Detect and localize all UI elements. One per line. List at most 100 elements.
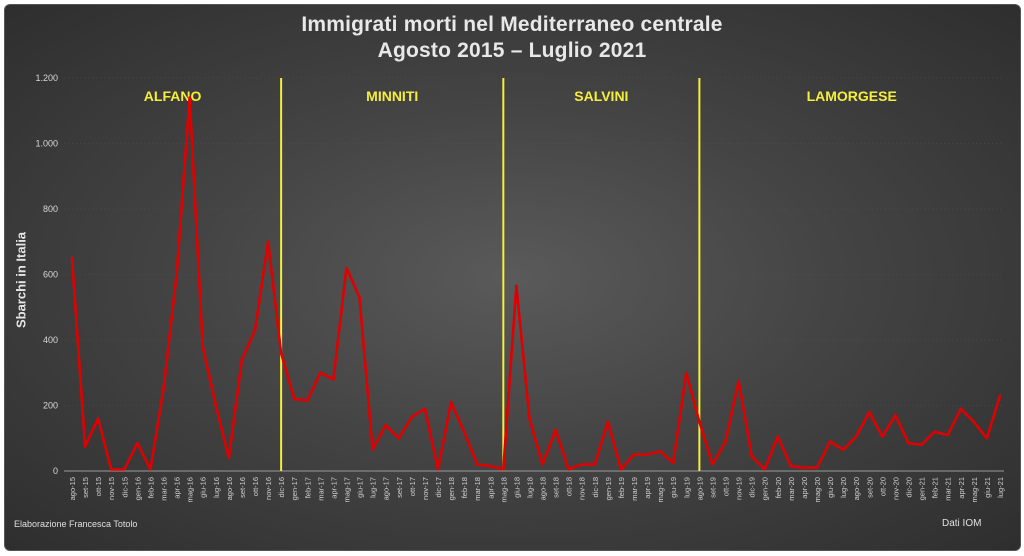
data-point (266, 240, 270, 244)
x-tick-label: mag-21 (970, 477, 979, 502)
data-point (122, 468, 126, 471)
data-point (894, 414, 897, 417)
x-tick-label: mag-20 (813, 477, 822, 502)
data-point (436, 468, 440, 471)
data-point (462, 430, 466, 434)
x-tick-label: ott-17 (408, 477, 417, 496)
x-tick-label: feb-21 (931, 477, 940, 498)
data-point (711, 463, 714, 466)
data-point (345, 266, 348, 270)
x-tick-label: lug-17 (369, 477, 378, 498)
x-tick-label: mag-17 (342, 477, 351, 502)
data-point (985, 436, 989, 440)
x-tick-label: lug-20 (839, 477, 848, 498)
data-point (828, 440, 832, 443)
data-point (776, 435, 780, 438)
data-point (854, 435, 858, 438)
data-point (332, 378, 335, 381)
data-point (188, 96, 191, 99)
chart-title-line-2: Agosto 2015 – Luglio 2021 (377, 39, 647, 62)
y-tick-label: 400 (43, 335, 58, 345)
x-tick-label: dic-18 (591, 477, 600, 497)
data-point (606, 420, 610, 424)
x-tick-label: set-20 (865, 477, 874, 498)
x-tick-label: giu-17 (356, 477, 365, 498)
x-tick-label: nov-19 (735, 477, 744, 500)
x-tick-label: ago-15 (68, 477, 77, 500)
data-point (933, 430, 936, 434)
x-tick-label: gen-18 (447, 477, 456, 500)
data-point (292, 397, 296, 401)
data-point (515, 284, 518, 288)
x-tick-label: giu-16 (199, 477, 208, 498)
x-tick-label: set-17 (395, 477, 404, 498)
x-tick-label: feb-18 (460, 477, 469, 498)
x-tick-label: nov-17 (421, 477, 430, 500)
data-point (96, 417, 100, 420)
data-point (881, 435, 884, 438)
x-tick-label: dic-17 (434, 477, 443, 497)
data-point (397, 436, 401, 440)
x-tick-label: gen-20 (761, 477, 770, 500)
x-tick-label: dic-19 (748, 477, 757, 497)
x-tick-label: ott-19 (722, 477, 731, 496)
data-point (841, 448, 845, 452)
data-point (201, 345, 205, 348)
x-tick-label: nov-15 (107, 477, 116, 500)
x-tick-label: ott-20 (878, 477, 887, 496)
data-point (175, 273, 178, 276)
y-tick-label: 1.200 (35, 73, 58, 83)
data-point (946, 433, 950, 437)
data-point (279, 351, 283, 355)
x-tick-label: giu-18 (512, 477, 521, 498)
x-tick-label: dic-15 (120, 477, 129, 497)
data-point (384, 423, 387, 427)
x-tick-label: ago-19 (695, 477, 704, 500)
data-point (789, 464, 793, 468)
data-point (907, 441, 910, 445)
y-tick-label: 800 (43, 204, 58, 214)
x-tick-label: ago-18 (539, 477, 548, 500)
data-point (109, 468, 113, 471)
data-point (528, 417, 531, 420)
era-label: ALFANO (144, 88, 202, 104)
x-tick-label: dic-20 (905, 477, 914, 497)
data-point (475, 463, 479, 466)
x-tick-label: lug-21 (996, 477, 1005, 498)
data-point (358, 296, 361, 299)
x-tick-label: apr-20 (800, 477, 809, 499)
x-tick-label: feb-17 (303, 477, 312, 498)
data-point (763, 468, 767, 471)
y-tick-label: 600 (43, 270, 58, 280)
data-point (685, 371, 688, 375)
x-tick-label: mag-16 (186, 477, 195, 502)
x-tick-label: set-18 (552, 477, 561, 498)
data-point (737, 379, 740, 383)
x-tick-label: set-15 (81, 477, 90, 498)
x-tick-label: lug-18 (525, 477, 534, 498)
data-source: Dati IOM (942, 518, 982, 529)
data-point (253, 328, 257, 332)
x-tick-label: mar-19 (630, 477, 639, 501)
series-line (70, 96, 1002, 471)
x-tick-label: gen-21 (918, 477, 927, 500)
x-tick-label: feb-20 (774, 477, 783, 498)
x-tick-label: apr-19 (643, 477, 652, 499)
y-tick-label: 200 (43, 401, 58, 411)
data-point (671, 461, 675, 465)
data-point (162, 387, 165, 391)
data-point (750, 454, 753, 458)
x-tick-label: gen-16 (133, 477, 142, 500)
x-tick-label: gen-19 (604, 477, 613, 500)
data-point (959, 407, 963, 411)
x-tick-label: apr-18 (486, 477, 495, 499)
x-tick-label: set-19 (708, 477, 717, 498)
x-tick-label: ago-17 (382, 477, 391, 500)
data-point (371, 448, 374, 452)
y-tick-label: 0 (53, 466, 58, 476)
x-tick-label: apr-17 (329, 477, 338, 499)
x-tick-label: mar-21 (944, 477, 953, 501)
x-tick-label: giu-20 (826, 477, 835, 498)
data-point (227, 456, 231, 460)
